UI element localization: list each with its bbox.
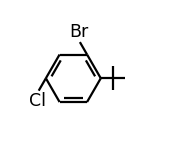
Text: Br: Br [70,23,89,41]
Text: Cl: Cl [29,92,46,110]
